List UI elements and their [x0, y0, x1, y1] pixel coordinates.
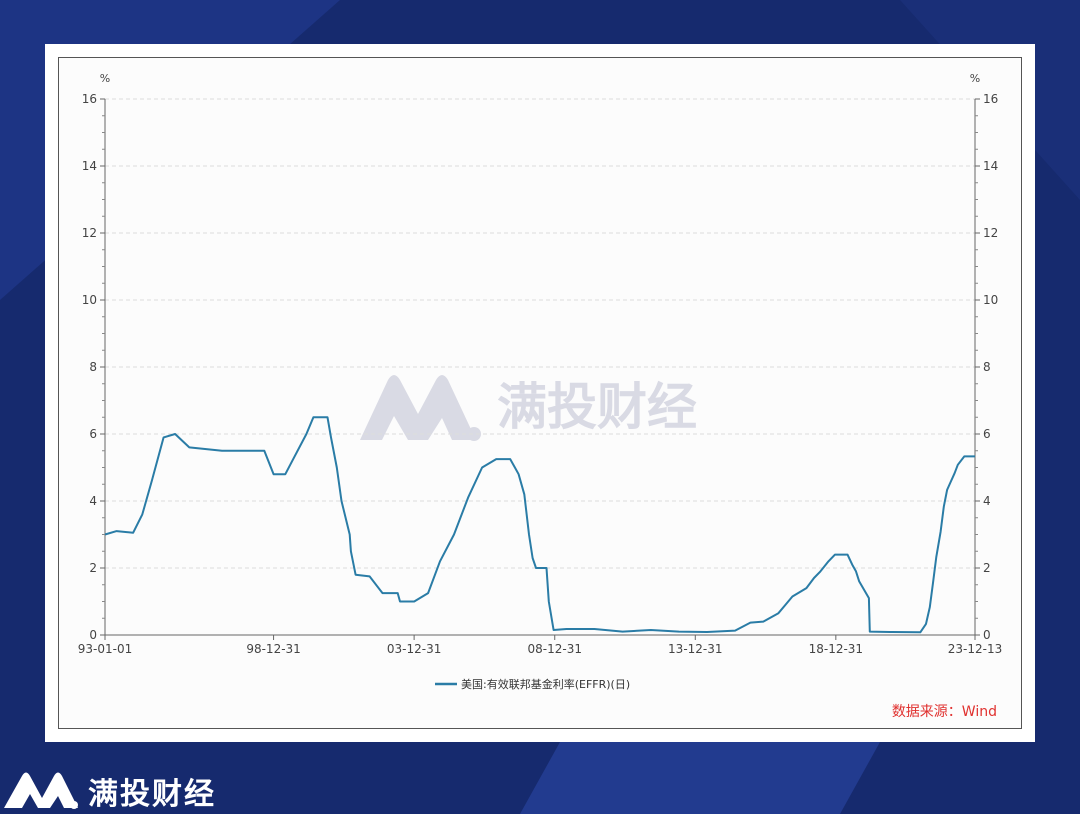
watermark: 满投财经	[360, 375, 697, 441]
y-tick-label-right: 0	[983, 628, 991, 642]
y-tick-label-left: 2	[89, 561, 97, 575]
series-layer	[104, 416, 975, 634]
x-tick-label: 98-12-31	[246, 642, 300, 656]
brand-name: 满投财经	[88, 777, 216, 812]
y-unit-left: %	[100, 72, 110, 85]
x-tick-label: 93-01-01	[78, 642, 132, 656]
y-tick-label-right: 10	[983, 293, 998, 307]
watermark-text: 满投财经	[497, 378, 697, 436]
legend-label: 美国:有效联邦基金利率(EFFR)(日)	[461, 677, 630, 691]
axes	[100, 98, 980, 640]
y-tick-label-right: 4	[983, 494, 991, 508]
y-tick-label-left: 8	[89, 360, 97, 374]
x-tick-label: 18-12-31	[809, 642, 863, 656]
footer-brand-logo: 满投财经	[0, 768, 216, 814]
y-tick-label-left: 14	[82, 159, 97, 173]
chart-frame	[58, 57, 1022, 729]
legend: 美国:有效联邦基金利率(EFFR)(日)	[435, 677, 630, 691]
y-tick-label-right: 8	[983, 360, 991, 374]
grid-lines	[105, 98, 975, 569]
source-note: 数据来源：Wind	[891, 704, 997, 720]
y-tick-label-right: 14	[983, 159, 998, 173]
y-tick-label-right: 12	[983, 226, 998, 240]
y-tick-label-right: 2	[983, 561, 991, 575]
y-tick-label-left: 12	[82, 226, 97, 240]
y-tick-label-left: 16	[82, 92, 97, 106]
y-tick-label-right: 6	[983, 427, 991, 441]
chart-card: 满投财经 % % 0 0 2 2 4 4 6 6 8 8 10 10 12 12 14 14 16 16 93-01…	[45, 44, 1035, 742]
line-chart: 满投财经 % % 0 0 2 2 4 4 6 6 8 8 10 10 12 12 14 14 16 16 93-01…	[78, 72, 1002, 691]
y-tick-label-left: 6	[89, 427, 97, 441]
tick-labels: 0 0 2 2 4 4 6 6 8 8 10 10 12 12 14 14 16 16 93-01-01 98-12-…	[78, 92, 1002, 656]
x-tick-label: 08-12-31	[528, 642, 582, 656]
y-tick-label-right: 16	[983, 92, 998, 106]
y-unit-right: %	[970, 72, 980, 85]
x-tick-label: 23-12-13	[948, 642, 1002, 656]
watermark-logo-icon	[360, 375, 481, 441]
series-line-effr	[104, 416, 975, 634]
x-tick-label: 03-12-31	[387, 642, 441, 656]
x-tick-label: 13-12-31	[668, 642, 722, 656]
y-tick-label-left: 4	[89, 494, 97, 508]
y-tick-label-left: 10	[82, 293, 97, 307]
y-tick-label-left: 0	[89, 628, 97, 642]
brand-logo-icon	[4, 772, 78, 809]
